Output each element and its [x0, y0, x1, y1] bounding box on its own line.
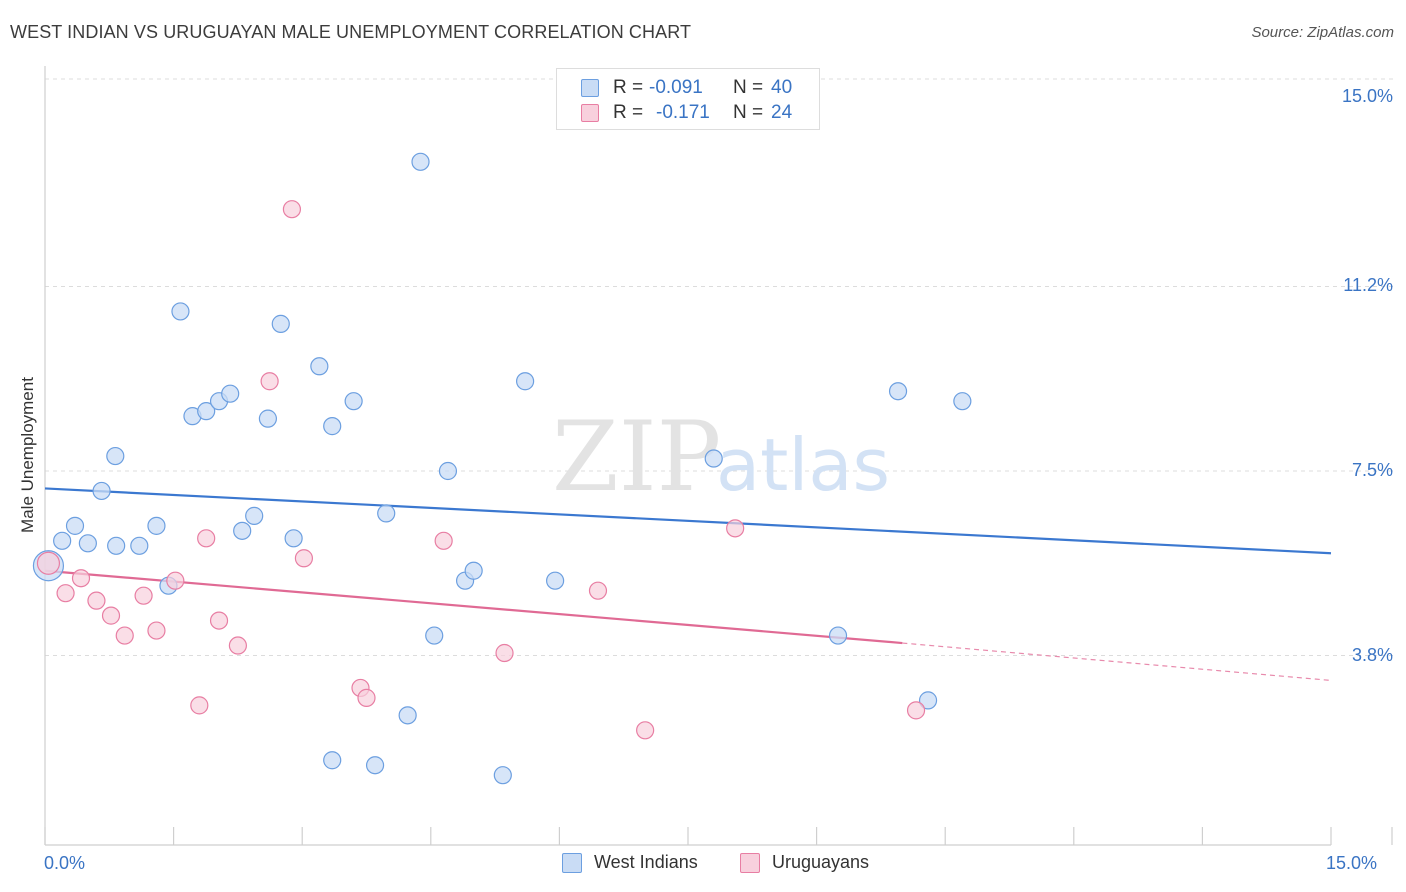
- point-west-indians: [411, 152, 430, 171]
- watermark-atlas: atlas: [716, 423, 890, 507]
- trend-line-uruguayans: [44, 569, 903, 645]
- point-west-indians: [516, 372, 535, 391]
- y-tick-label: 3.8%: [1351, 644, 1393, 665]
- point-uruguayans: [190, 696, 209, 715]
- axes: [44, 66, 1393, 846]
- watermark-zip: ZIP: [552, 401, 721, 513]
- point-west-indians: [365, 756, 385, 775]
- point-west-indians: [107, 536, 126, 555]
- point-west-indians: [106, 446, 125, 466]
- trend-line-uruguayans-extrapolated: [902, 642, 1332, 682]
- point-west-indians: [464, 561, 483, 580]
- point-west-indians: [271, 314, 290, 333]
- point-uruguayans: [147, 621, 166, 640]
- point-west-indians: [953, 392, 972, 411]
- point-uruguayans: [197, 529, 216, 548]
- point-uruguayans: [726, 519, 745, 538]
- x-tick-label-min: 0.0%: [44, 853, 86, 873]
- point-west-indians: [425, 626, 444, 645]
- point-west-indians: [310, 357, 329, 376]
- legend-label-west-indians: West Indians: [594, 852, 698, 872]
- point-west-indians: [546, 571, 565, 590]
- point-west-indians: [888, 382, 908, 401]
- point-uruguayans: [636, 721, 655, 740]
- correlation-legend: R = -0.091 N = 40 R = -0.171 N = 24: [556, 68, 820, 130]
- point-uruguayans: [228, 636, 247, 655]
- point-west-indians: [323, 417, 342, 436]
- n-label: N =: [733, 102, 764, 123]
- point-west-indians: [197, 402, 216, 421]
- point-uruguayans: [56, 584, 75, 603]
- trend-line-west-indians: [44, 487, 1332, 555]
- legend-label-uruguayans: Uruguayans: [772, 852, 870, 872]
- data-points: [32, 152, 972, 785]
- point-uruguayans: [357, 688, 376, 707]
- point-west-indians: [130, 536, 149, 555]
- chart-title: WEST INDIAN VS URUGUAYAN MALE UNEMPLOYME…: [10, 22, 692, 42]
- point-west-indians: [828, 626, 848, 645]
- point-west-indians: [78, 534, 97, 553]
- point-west-indians: [245, 506, 264, 525]
- point-west-indians: [493, 766, 512, 785]
- point-west-indians: [323, 751, 342, 770]
- point-west-indians: [171, 302, 190, 321]
- point-west-indians: [233, 521, 252, 540]
- point-west-indians: [147, 516, 166, 535]
- r-label: R =: [613, 102, 644, 123]
- point-uruguayans: [906, 701, 926, 720]
- x-tick-label-max: 15.0%: [1326, 853, 1378, 873]
- point-west-indians: [65, 516, 85, 535]
- legend-swatch-blue: [562, 853, 582, 873]
- point-west-indians: [344, 392, 363, 411]
- point-west-indians: [258, 409, 278, 428]
- legend-swatch-blue: [581, 79, 599, 97]
- r-label: R =: [613, 77, 644, 98]
- point-uruguayans: [134, 586, 153, 605]
- legend-swatch-pink: [740, 853, 760, 873]
- point-uruguayans: [495, 643, 514, 663]
- point-uruguayans: [209, 611, 229, 630]
- point-west-indians: [918, 691, 938, 710]
- y-tick-label: 11.2%: [1343, 275, 1393, 296]
- y-tick-label: 15.0%: [1341, 86, 1393, 106]
- legend-swatch-pink: [581, 104, 599, 122]
- point-uruguayans: [101, 606, 121, 625]
- point-uruguayans: [166, 571, 185, 590]
- point-uruguayans: [87, 591, 106, 610]
- r-value: -0.091: [649, 77, 703, 98]
- point-west-indians: [53, 531, 72, 550]
- point-uruguayans: [260, 372, 279, 391]
- y-tick-label: 7.5%: [1351, 460, 1393, 480]
- point-west-indians: [438, 461, 458, 481]
- n-label: N =: [733, 77, 764, 98]
- source-label: Source: ZipAtlas.com: [1251, 24, 1394, 41]
- point-west-indians: [377, 504, 396, 523]
- point-uruguayans: [115, 626, 134, 645]
- point-west-indians: [284, 529, 303, 548]
- n-value: 40: [771, 77, 793, 98]
- n-value: 24: [771, 102, 793, 123]
- point-uruguayans: [71, 569, 91, 588]
- trend-lines: [44, 487, 1332, 682]
- gridlines: [45, 78, 1394, 657]
- point-west-indians: [92, 481, 111, 501]
- point-west-indians: [398, 706, 417, 725]
- point-west-indians: [704, 449, 723, 468]
- point-uruguayans: [434, 531, 453, 550]
- r-value: -0.171: [656, 102, 710, 123]
- point-west-indians: [221, 384, 240, 403]
- point-uruguayans: [36, 551, 61, 575]
- point-uruguayans: [282, 200, 302, 219]
- point-uruguayans: [588, 581, 608, 600]
- point-uruguayans: [294, 549, 314, 568]
